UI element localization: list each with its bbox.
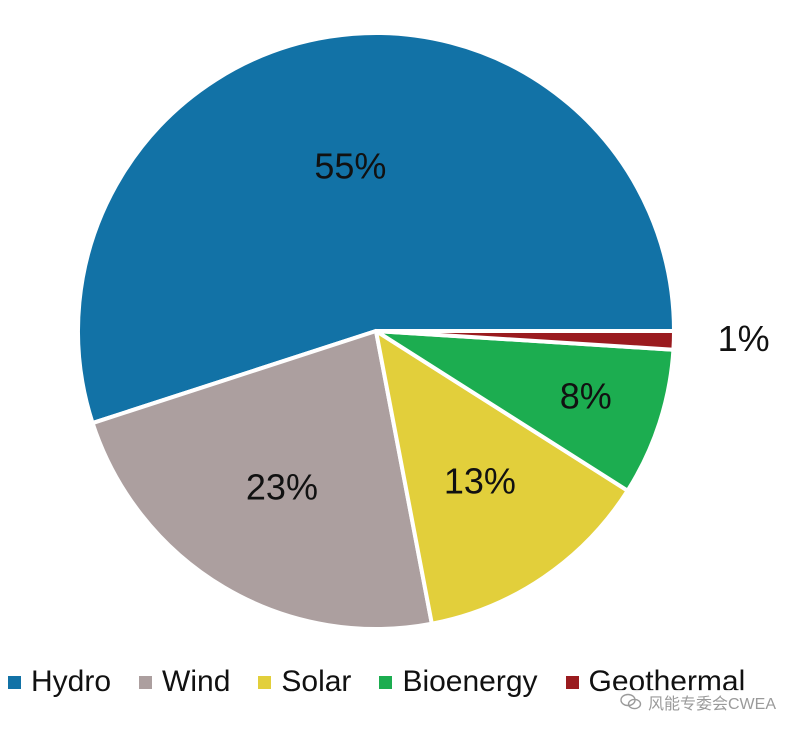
legend-item-bioenergy: Bioenergy <box>379 665 538 699</box>
watermark: 风能专委会CWEA <box>615 690 780 714</box>
legend-label: Bioenergy <box>402 665 538 698</box>
pie-slice-wind <box>90 329 434 631</box>
legend-item-solar: Solar <box>258 665 351 699</box>
pie-chart: 55% 23% 13% 8% 1% <box>76 31 770 631</box>
legend-swatch <box>258 675 272 689</box>
wechat-icon <box>620 693 642 710</box>
pie-slices <box>76 31 676 631</box>
pie-slice-solar <box>374 329 630 626</box>
legend-label: Solar <box>281 665 352 698</box>
legend-label: Wind <box>162 665 231 698</box>
legend-item-hydro: Hydro <box>8 665 111 699</box>
value-label-solar: 13% <box>444 460 516 501</box>
watermark-text: 风能专委会CWEA <box>647 696 776 713</box>
legend-swatch <box>8 675 21 689</box>
pie-slice-hydro <box>76 31 676 426</box>
value-label-geothermal: 1% <box>718 318 770 359</box>
legend: Hydro Wind Solar Bioenergy Geothermal <box>8 662 773 702</box>
legend-label: Hydro <box>31 665 112 698</box>
pie-slice-geothermal <box>374 329 676 352</box>
legend-swatch <box>139 675 153 689</box>
pie-slice-bioenergy <box>374 329 676 493</box>
value-label-bioenergy: 8% <box>560 376 612 417</box>
legend-swatch <box>379 675 393 689</box>
legend-item-wind: Wind <box>139 665 230 699</box>
value-label-wind: 23% <box>246 467 318 508</box>
value-label-hydro: 55% <box>314 146 386 187</box>
legend-swatch <box>565 675 579 689</box>
pie-value-labels: 55% 23% 13% 8% 1% <box>246 146 770 508</box>
